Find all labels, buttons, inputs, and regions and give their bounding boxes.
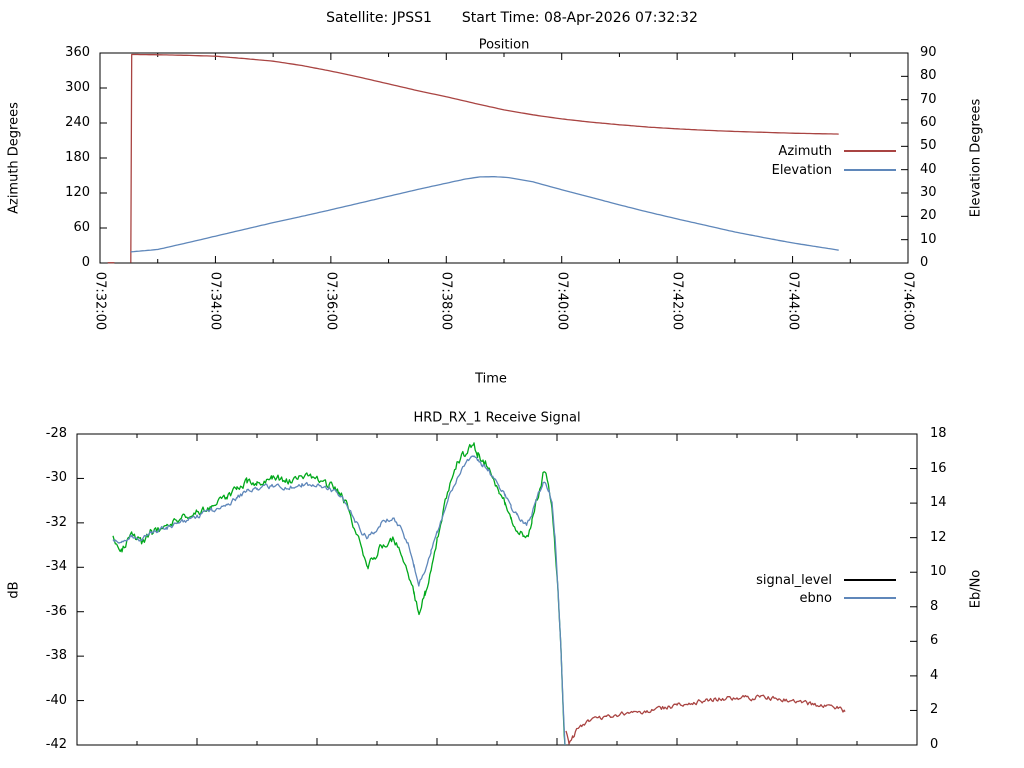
chart-0-ticks [99,52,909,264]
time-axis-label: Time [475,371,507,387]
y-right-tick-label: 60 [920,115,937,130]
y-left-tick-label: -32 [45,514,67,530]
y-right-tick-label: 14 [930,495,947,511]
y-right-tick-label: 12 [930,529,947,545]
y-left-tick-label: 300 [65,80,90,95]
signal-trace-green-line [112,442,566,746]
azimuth-line [130,53,839,263]
x-tick-label: 07:42:00 [669,271,685,331]
y-right-tick-label: 18 [930,426,947,441]
y-right-tick-label: 4 [930,667,939,683]
y-left-tick-label: -38 [45,648,67,664]
legend-sample-azimuth [844,150,896,152]
legend-label-signal-level: signal_level [756,573,832,588]
legend-label-elevation: Elevation [771,163,832,178]
y-left-tick-label: -28 [45,426,67,441]
y-left-tick-label: 240 [65,115,90,130]
x-tick-label: 07:32:00 [92,271,108,331]
x-tick-label: 07:34:00 [207,271,223,331]
legend-sample-ebno [844,597,896,599]
y-right-tick-label: 50 [920,138,937,154]
y-right-tick-label: 80 [920,68,937,84]
legend-label-azimuth: Azimuth [778,144,832,159]
y-left-tick-label: -40 [45,692,67,708]
y-left-tick-label: -30 [45,470,67,486]
y-left-tick-label: 180 [65,150,90,165]
y-right-tick-label: 16 [930,460,947,476]
y-right-tick-label: 70 [920,91,937,107]
y-right-tick-label: 6 [930,633,939,649]
y-left-tick-label: 360 [65,45,90,60]
db-axis-label: dB [6,581,22,599]
receive-signal-chart-title: HRD_RX_1 Receive Signal [413,410,581,426]
x-tick-label: 07:44:00 [785,271,801,331]
y-right-tick-label: 10 [930,564,947,580]
y-right-tick-label: 30 [920,185,937,200]
chart-1-ticks [76,433,918,746]
legend-label-ebno: ebno [799,591,832,606]
elevation-axis-label: Elevation Degrees [968,98,984,218]
x-tick-label: 07:40:00 [554,271,570,331]
y-left-tick-label: -36 [45,603,67,619]
position-chart-title: Position [478,37,530,53]
azimuth-axis-label: Azimuth Degrees [6,102,22,214]
y-right-tick-label: 0 [920,255,929,270]
y-left-tick-label: -42 [45,737,67,752]
elevation-line [130,176,839,253]
y-left-tick-label: -34 [45,559,67,575]
x-tick-label: 07:36:00 [323,271,339,331]
y-right-tick-label: 0 [930,737,939,752]
post-los-noise-floor-red-line [565,694,846,745]
y-left-tick-label: 0 [81,255,90,270]
ebno-axis-label: Eb/No [968,569,984,609]
y-right-tick-label: 8 [930,598,939,614]
y-right-tick-label: 2 [930,702,939,718]
x-tick-label: 07:46:00 [900,271,916,331]
satellite-label: Satellite: JPSS1 [326,10,432,26]
y-right-tick-label: 20 [920,208,937,224]
legend-sample-signal-level [844,579,896,581]
page-title: Satellite: JPSS1 Start Time: 08-Apr-2026… [0,10,1024,26]
ebno-trace-blue-line [112,455,566,746]
y-left-tick-label: 60 [73,220,90,235]
start-time-label: Start Time: 08-Apr-2026 07:32:32 [461,10,698,26]
x-tick-label: 07:38:00 [438,271,454,331]
y-right-tick-label: 10 [920,231,937,247]
legend-sample-elevation [844,169,896,171]
y-left-tick-label: 120 [65,185,90,200]
y-right-tick-label: 90 [920,45,937,60]
y-right-tick-label: 40 [920,161,937,177]
